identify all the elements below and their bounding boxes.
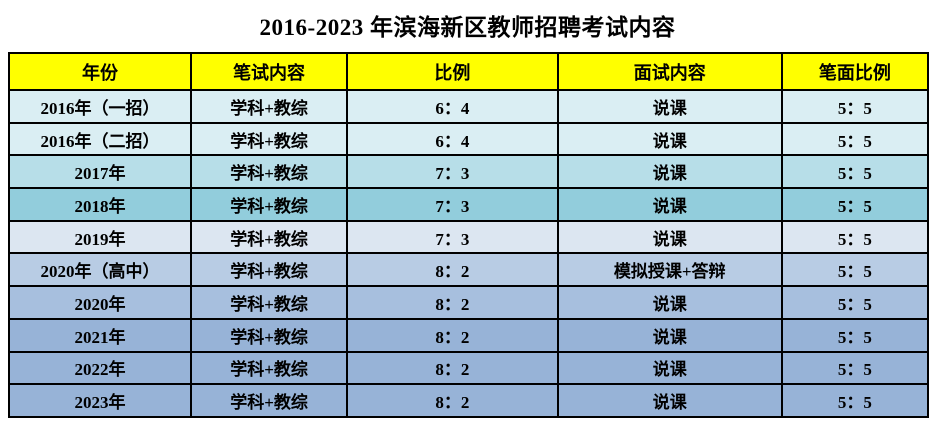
cell-ratio: 7：3	[346, 187, 559, 222]
cell-written-content: 学科+教综	[189, 252, 349, 288]
table-row: 2022年 学科+教综 8：2 说课 5：5	[8, 350, 930, 386]
cell-written-interview-ratio: 5：5	[780, 219, 930, 255]
cell-ratio: 8：2	[346, 317, 559, 353]
cell-written-content: 学科+教综	[189, 383, 349, 418]
cell-ratio: 6：4	[346, 121, 559, 157]
cell-interview-content: 说课	[556, 350, 783, 386]
cell-written-interview-ratio: 5：5	[780, 154, 930, 190]
cell-interview-content: 模拟授课+答辩	[556, 252, 783, 288]
cell-written-interview-ratio: 5：5	[780, 89, 930, 124]
cell-year: 2018年	[8, 187, 192, 222]
cell-written-content: 学科+教综	[189, 350, 349, 386]
cell-interview-content: 说课	[556, 121, 783, 157]
cell-written-interview-ratio: 5：5	[780, 252, 930, 288]
cell-written-interview-ratio: 5：5	[780, 350, 930, 386]
cell-year: 2016年（一招）	[8, 89, 192, 124]
table-row: 2016年（二招） 学科+教综 6：4 说课 5：5	[8, 121, 930, 157]
table-row: 2020年（高中） 学科+教综 8：2 模拟授课+答辩 5：5	[8, 252, 930, 288]
cell-ratio: 8：2	[346, 350, 559, 386]
header-cell-ratio: 比例	[346, 52, 559, 91]
table-row: 2016年（一招） 学科+教综 6：4 说课 5：5	[8, 89, 930, 124]
cell-ratio: 7：3	[346, 154, 559, 190]
cell-ratio: 7：3	[346, 219, 559, 255]
header-cell-interview-content: 面试内容	[556, 52, 783, 91]
cell-year: 2023年	[8, 383, 192, 418]
header-cell-year: 年份	[8, 52, 192, 91]
table-row: 2018年 学科+教综 7：3 说课 5：5	[8, 187, 930, 222]
cell-interview-content: 说课	[556, 154, 783, 190]
cell-interview-content: 说课	[556, 89, 783, 124]
exam-table: 年份 笔试内容 比例 面试内容 笔面比例 2016年（一招） 学科+教综 6：4…	[8, 52, 930, 418]
cell-written-interview-ratio: 5：5	[780, 317, 930, 353]
page-title: 2016-2023 年滨海新区教师招聘考试内容	[259, 15, 676, 40]
table-row: 2020年 学科+教综 8：2 说课 5：5	[8, 285, 930, 320]
table-row: 2023年 学科+教综 8：2 说课 5：5	[8, 383, 930, 418]
cell-ratio: 6：4	[346, 89, 559, 124]
header-row: 年份 笔试内容 比例 面试内容 笔面比例	[8, 52, 930, 91]
cell-ratio: 8：2	[346, 252, 559, 288]
cell-written-content: 学科+教综	[189, 219, 349, 255]
cell-written-content: 学科+教综	[189, 154, 349, 190]
cell-year: 2021年	[8, 317, 192, 353]
cell-year: 2016年（二招）	[8, 121, 192, 157]
cell-written-interview-ratio: 5：5	[780, 187, 930, 222]
cell-written-interview-ratio: 5：5	[780, 121, 930, 157]
cell-interview-content: 说课	[556, 219, 783, 255]
cell-written-content: 学科+教综	[189, 317, 349, 353]
cell-written-content: 学科+教综	[189, 285, 349, 320]
cell-year: 2017年	[8, 154, 192, 190]
cell-ratio: 8：2	[346, 285, 559, 320]
cell-ratio: 8：2	[346, 383, 559, 418]
cell-written-content: 学科+教综	[189, 121, 349, 157]
cell-year: 2022年	[8, 350, 192, 386]
cell-written-content: 学科+教综	[189, 89, 349, 124]
cell-written-interview-ratio: 5：5	[780, 285, 930, 320]
cell-year: 2019年	[8, 219, 192, 255]
table-row: 2019年 学科+教综 7：3 说课 5：5	[8, 219, 930, 255]
table-row: 2017年 学科+教综 7：3 说课 5：5	[8, 154, 930, 190]
header-cell-written-interview-ratio: 笔面比例	[780, 52, 930, 91]
cell-interview-content: 说课	[556, 383, 783, 418]
cell-interview-content: 说课	[556, 317, 783, 353]
cell-written-content: 学科+教综	[189, 187, 349, 222]
cell-year: 2020年	[8, 285, 192, 320]
cell-written-interview-ratio: 5：5	[780, 383, 930, 418]
cell-interview-content: 说课	[556, 187, 783, 222]
table-row: 2021年 学科+教综 8：2 说课 5：5	[8, 317, 930, 353]
cell-interview-content: 说课	[556, 285, 783, 320]
header-cell-written-content: 笔试内容	[189, 52, 349, 91]
cell-year: 2020年（高中）	[8, 252, 192, 288]
